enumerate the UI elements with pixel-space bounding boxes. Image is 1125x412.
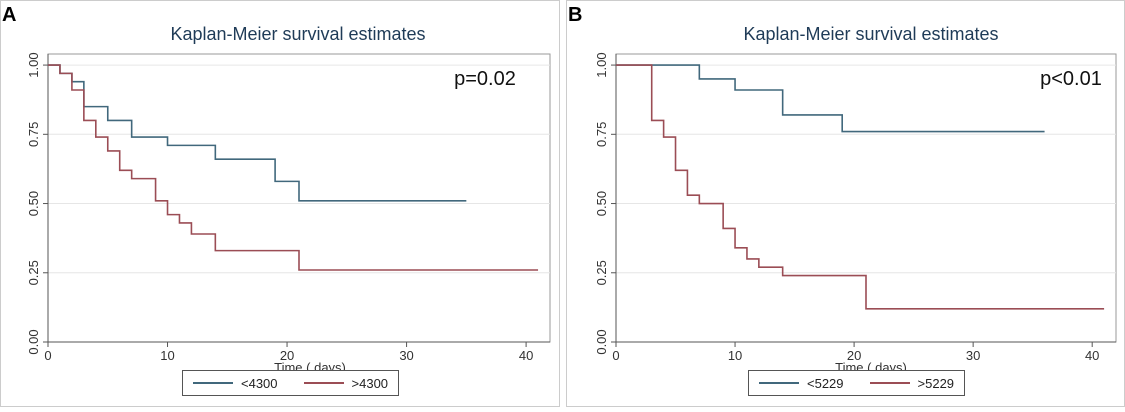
y-tick-label: 0.00 [594, 329, 609, 354]
legend-swatch [303, 382, 344, 384]
p-value-annotation: p<0.01 [1040, 68, 1102, 90]
survival-curve [616, 64, 1105, 310]
survival-curve [48, 64, 539, 271]
legend-swatch [869, 382, 910, 384]
y-tick-label: 0.50 [594, 191, 609, 216]
panel-label: B [568, 4, 583, 26]
legend-item: <4300 [193, 376, 278, 391]
chart-panel-b: B 0.00 0.25 0.50 0.75 1.00 0 10 20 30 40 Kaplan-Me… [566, 0, 1125, 407]
legend-item: >4300 [303, 375, 389, 391]
legend-item: >5229 [869, 375, 955, 391]
chart-legend: <5229 >5229 [748, 370, 966, 396]
legend-swatch [193, 382, 233, 384]
chart-legend: <4300 >4300 [182, 370, 400, 396]
x-tick-label: 0 [44, 348, 51, 363]
x-tick-label: 30 [966, 348, 980, 363]
chart-panel-a: A 0.00 0.25 0.50 0.75 1.00 0 10 20 30 40 Kaplan-Me… [0, 0, 560, 407]
chart-title: Kaplan-Meier survival estimates [743, 24, 998, 44]
legend-label: >5229 [917, 375, 955, 391]
x-tick-label: 30 [399, 348, 413, 363]
chart-svg: 0.00 0.25 0.50 0.75 1.00 0 10 20 30 40 Kaplan-Meie… [566, 0, 1125, 407]
x-tick-label: 0 [612, 348, 619, 363]
x-tick-label: 10 [160, 348, 174, 363]
y-tick-label: 0.50 [26, 191, 41, 216]
x-tick-label: 10 [728, 348, 742, 363]
y-tick-label: 1.00 [594, 52, 609, 77]
legend-swatch [759, 382, 799, 384]
y-tick-label: 0.00 [26, 329, 41, 354]
x-tick-label: 40 [1085, 348, 1099, 363]
x-tick-label: 20 [847, 348, 861, 363]
legend-label: <4300 [241, 375, 278, 391]
survival-curve [616, 64, 1045, 133]
chart-title: Kaplan-Meier survival estimates [170, 24, 425, 44]
chart-svg: 0.00 0.25 0.50 0.75 1.00 0 10 20 30 40 Kaplan-Meie… [0, 0, 560, 407]
y-tick-label: 0.25 [594, 260, 609, 285]
x-tick-label: 20 [280, 348, 294, 363]
y-tick-label: 0.75 [26, 122, 41, 147]
panel-label: A [2, 4, 17, 26]
legend-label: <5229 [807, 375, 844, 391]
p-value-annotation: p=0.02 [454, 68, 516, 90]
y-tick-label: 0.25 [26, 260, 41, 285]
x-tick-label: 40 [519, 348, 533, 363]
y-tick-label: 0.75 [594, 122, 609, 147]
legend-item: <5229 [759, 376, 844, 391]
legend-label: >4300 [351, 375, 389, 391]
y-tick-label: 1.00 [26, 52, 41, 77]
